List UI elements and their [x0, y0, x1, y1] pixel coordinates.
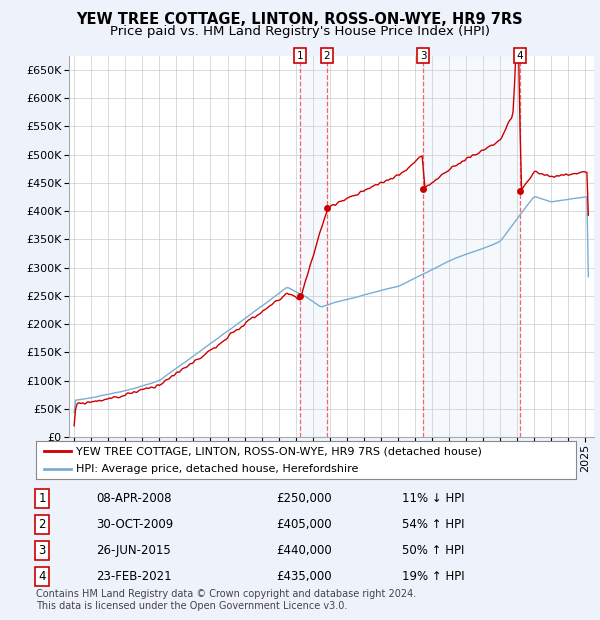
Text: 2: 2 — [38, 518, 46, 531]
Text: 11% ↓ HPI: 11% ↓ HPI — [402, 492, 464, 505]
Text: 4: 4 — [38, 570, 46, 583]
Text: 54% ↑ HPI: 54% ↑ HPI — [402, 518, 464, 531]
Bar — [423, 56, 520, 437]
Text: HPI: Average price, detached house, Herefordshire: HPI: Average price, detached house, Here… — [77, 464, 359, 474]
Text: £435,000: £435,000 — [276, 570, 332, 583]
Text: £440,000: £440,000 — [276, 544, 332, 557]
Text: 30-OCT-2009: 30-OCT-2009 — [96, 518, 173, 531]
Text: 08-APR-2008: 08-APR-2008 — [96, 492, 172, 505]
Text: £405,000: £405,000 — [276, 518, 332, 531]
Text: 26-JUN-2015: 26-JUN-2015 — [96, 544, 171, 557]
Bar — [301, 56, 327, 437]
Text: 50% ↑ HPI: 50% ↑ HPI — [402, 544, 464, 557]
Text: 23-FEB-2021: 23-FEB-2021 — [96, 570, 172, 583]
Text: YEW TREE COTTAGE, LINTON, ROSS-ON-WYE, HR9 7RS (detached house): YEW TREE COTTAGE, LINTON, ROSS-ON-WYE, H… — [77, 446, 482, 456]
Text: 19% ↑ HPI: 19% ↑ HPI — [402, 570, 464, 583]
Text: 1: 1 — [38, 492, 46, 505]
Text: 1: 1 — [297, 51, 304, 61]
Text: 3: 3 — [420, 51, 427, 61]
Text: Price paid vs. HM Land Registry's House Price Index (HPI): Price paid vs. HM Land Registry's House … — [110, 25, 490, 38]
Text: Contains HM Land Registry data © Crown copyright and database right 2024.
This d: Contains HM Land Registry data © Crown c… — [36, 589, 416, 611]
Text: YEW TREE COTTAGE, LINTON, ROSS-ON-WYE, HR9 7RS: YEW TREE COTTAGE, LINTON, ROSS-ON-WYE, H… — [77, 12, 523, 27]
Text: 4: 4 — [517, 51, 523, 61]
Text: 3: 3 — [38, 544, 46, 557]
Text: £250,000: £250,000 — [276, 492, 332, 505]
Text: 2: 2 — [323, 51, 330, 61]
